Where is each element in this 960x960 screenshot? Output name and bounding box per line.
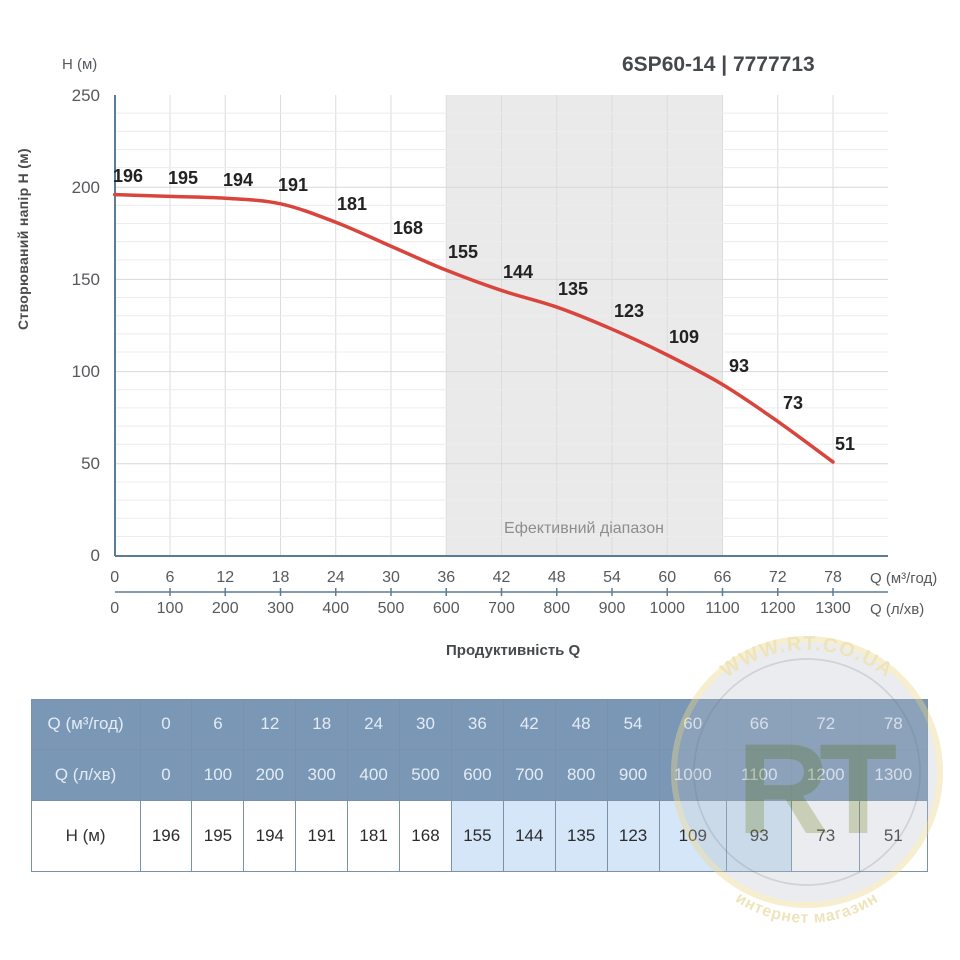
- svg-text:60: 60: [658, 569, 676, 586]
- svg-text:300: 300: [267, 600, 294, 617]
- svg-text:250: 250: [72, 86, 100, 105]
- svg-text:400: 400: [322, 600, 349, 617]
- svg-text:200: 200: [72, 178, 100, 197]
- svg-text:0: 0: [110, 569, 119, 586]
- svg-text:100: 100: [72, 362, 100, 381]
- svg-text:200: 200: [212, 600, 239, 617]
- svg-text:135: 135: [558, 279, 588, 299]
- svg-text:1100: 1100: [705, 600, 740, 617]
- svg-text:73: 73: [783, 393, 803, 413]
- svg-text:72: 72: [769, 569, 787, 586]
- svg-text:Q (м³/год): Q (м³/год): [870, 570, 937, 587]
- svg-text:100: 100: [157, 600, 184, 617]
- svg-text:195: 195: [168, 168, 198, 188]
- svg-text:700: 700: [488, 600, 515, 617]
- svg-text:30: 30: [382, 569, 400, 586]
- svg-text:93: 93: [729, 356, 749, 376]
- svg-text:0: 0: [91, 546, 100, 565]
- svg-text:Q (л/хв): Q (л/хв): [870, 601, 924, 618]
- svg-text:Ефективний діапазон: Ефективний діапазон: [504, 520, 664, 537]
- svg-text:800: 800: [543, 600, 570, 617]
- svg-text:78: 78: [824, 569, 842, 586]
- svg-text:54: 54: [603, 569, 621, 586]
- svg-text:50: 50: [81, 454, 100, 473]
- svg-text:150: 150: [72, 270, 100, 289]
- svg-text:18: 18: [272, 569, 290, 586]
- svg-text:T: T: [819, 718, 897, 861]
- svg-text:42: 42: [493, 569, 511, 586]
- svg-text:48: 48: [548, 569, 566, 586]
- svg-text:36: 36: [437, 569, 455, 586]
- svg-text:500: 500: [378, 600, 405, 617]
- svg-text:168: 168: [393, 218, 423, 238]
- svg-text:0: 0: [110, 600, 119, 617]
- svg-text:24: 24: [327, 569, 345, 586]
- svg-text:6: 6: [166, 569, 175, 586]
- svg-text:1000: 1000: [649, 600, 685, 617]
- svg-text:196: 196: [113, 166, 143, 186]
- svg-text:155: 155: [448, 242, 478, 262]
- svg-text:191: 191: [278, 175, 308, 195]
- svg-text:12: 12: [216, 569, 234, 586]
- svg-text:181: 181: [337, 194, 367, 214]
- svg-text:123: 123: [614, 301, 644, 321]
- svg-text:109: 109: [669, 327, 699, 347]
- svg-text:194: 194: [223, 170, 253, 190]
- svg-text:144: 144: [503, 262, 533, 282]
- svg-text:1200: 1200: [760, 600, 796, 617]
- svg-text:51: 51: [835, 434, 855, 454]
- svg-text:900: 900: [599, 600, 626, 617]
- svg-text:R: R: [737, 718, 829, 861]
- svg-text:1300: 1300: [815, 600, 851, 617]
- svg-text:66: 66: [714, 569, 732, 586]
- svg-text:600: 600: [433, 600, 460, 617]
